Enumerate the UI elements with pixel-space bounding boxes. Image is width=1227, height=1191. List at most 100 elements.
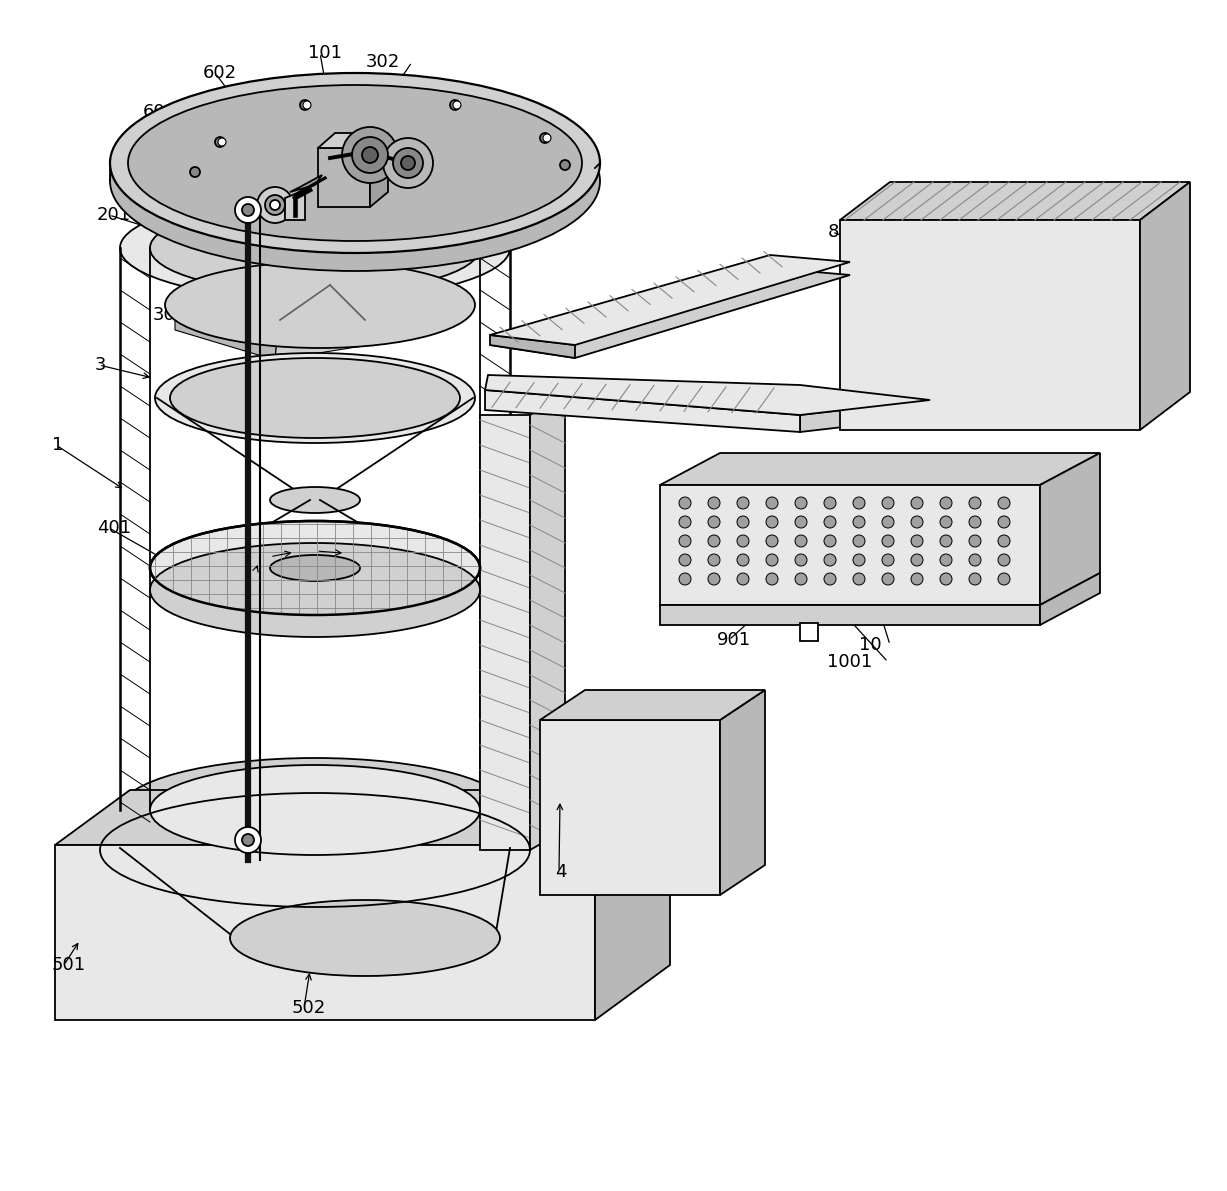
- Circle shape: [540, 133, 550, 143]
- Ellipse shape: [120, 197, 510, 300]
- Circle shape: [998, 554, 1010, 566]
- Circle shape: [853, 497, 865, 509]
- Polygon shape: [175, 305, 280, 360]
- Polygon shape: [595, 790, 670, 1019]
- Circle shape: [737, 497, 748, 509]
- Text: 8: 8: [828, 223, 839, 241]
- Polygon shape: [1140, 182, 1190, 430]
- Polygon shape: [800, 623, 818, 641]
- Circle shape: [453, 101, 461, 110]
- Circle shape: [910, 497, 923, 509]
- Circle shape: [242, 204, 254, 216]
- Circle shape: [679, 516, 691, 528]
- Circle shape: [342, 127, 398, 183]
- Circle shape: [708, 535, 720, 547]
- Polygon shape: [55, 790, 670, 844]
- Text: 303: 303: [153, 306, 188, 324]
- Text: 502: 502: [292, 999, 326, 1017]
- Text: 9: 9: [721, 606, 734, 624]
- Circle shape: [853, 535, 865, 547]
- Circle shape: [882, 497, 894, 509]
- Circle shape: [270, 200, 280, 210]
- Text: 501: 501: [52, 956, 86, 974]
- Circle shape: [795, 554, 807, 566]
- Circle shape: [940, 573, 952, 585]
- Circle shape: [940, 497, 952, 509]
- Ellipse shape: [150, 520, 480, 615]
- Polygon shape: [55, 844, 595, 1019]
- Ellipse shape: [171, 358, 460, 438]
- Polygon shape: [720, 690, 764, 894]
- Circle shape: [242, 834, 254, 846]
- Ellipse shape: [164, 262, 475, 348]
- Polygon shape: [490, 255, 850, 345]
- Polygon shape: [490, 335, 575, 358]
- Text: 3: 3: [94, 356, 107, 374]
- Circle shape: [708, 554, 720, 566]
- Circle shape: [215, 137, 225, 146]
- Circle shape: [393, 148, 423, 177]
- Polygon shape: [1040, 573, 1099, 625]
- Text: 602: 602: [202, 64, 237, 82]
- Polygon shape: [275, 285, 400, 360]
- Ellipse shape: [120, 757, 510, 862]
- Circle shape: [940, 516, 952, 528]
- Text: 1: 1: [52, 436, 64, 454]
- Polygon shape: [1040, 453, 1099, 605]
- Circle shape: [998, 516, 1010, 528]
- Circle shape: [910, 535, 923, 547]
- Circle shape: [352, 137, 388, 173]
- Polygon shape: [485, 375, 930, 414]
- Circle shape: [218, 138, 226, 146]
- Circle shape: [190, 167, 200, 177]
- Circle shape: [825, 573, 836, 585]
- Polygon shape: [290, 175, 321, 192]
- Circle shape: [708, 516, 720, 528]
- Polygon shape: [800, 400, 930, 432]
- Text: 201: 201: [97, 206, 131, 224]
- Circle shape: [910, 516, 923, 528]
- Circle shape: [940, 535, 952, 547]
- Circle shape: [998, 573, 1010, 585]
- Circle shape: [303, 101, 310, 110]
- Circle shape: [998, 535, 1010, 547]
- Circle shape: [969, 554, 982, 566]
- Circle shape: [882, 535, 894, 547]
- Polygon shape: [285, 191, 306, 220]
- Circle shape: [998, 497, 1010, 509]
- Circle shape: [708, 497, 720, 509]
- Circle shape: [383, 138, 433, 188]
- Circle shape: [853, 554, 865, 566]
- Polygon shape: [660, 485, 1040, 605]
- Circle shape: [795, 516, 807, 528]
- Ellipse shape: [128, 85, 582, 241]
- Circle shape: [737, 554, 748, 566]
- Polygon shape: [840, 182, 1190, 220]
- Circle shape: [969, 535, 982, 547]
- Circle shape: [544, 135, 551, 142]
- Circle shape: [679, 573, 691, 585]
- Circle shape: [560, 160, 571, 170]
- Text: 901: 901: [717, 631, 751, 649]
- Circle shape: [236, 827, 261, 853]
- Polygon shape: [485, 389, 800, 432]
- Circle shape: [825, 516, 836, 528]
- Circle shape: [766, 497, 778, 509]
- Text: 2: 2: [507, 143, 518, 161]
- Circle shape: [969, 497, 982, 509]
- Circle shape: [795, 497, 807, 509]
- Circle shape: [299, 100, 310, 110]
- Ellipse shape: [110, 73, 600, 252]
- Text: 601: 601: [144, 102, 177, 121]
- Circle shape: [969, 573, 982, 585]
- Circle shape: [256, 187, 293, 223]
- Text: 10: 10: [859, 636, 882, 654]
- Ellipse shape: [150, 543, 480, 637]
- Text: 401: 401: [97, 519, 131, 537]
- Ellipse shape: [150, 202, 480, 293]
- Circle shape: [766, 573, 778, 585]
- Polygon shape: [371, 133, 388, 207]
- Polygon shape: [318, 148, 371, 207]
- Circle shape: [450, 100, 460, 110]
- Ellipse shape: [150, 765, 480, 855]
